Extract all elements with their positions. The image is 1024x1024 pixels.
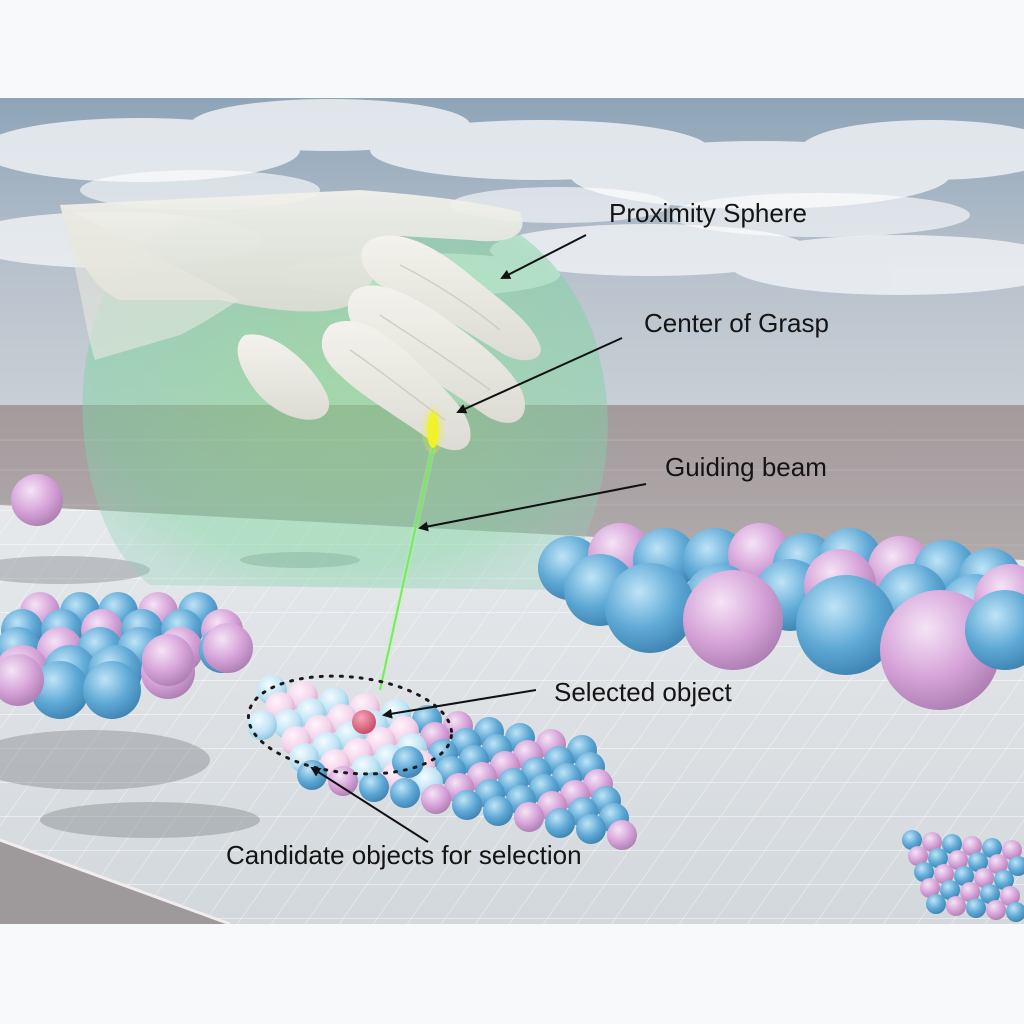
sphere-object bbox=[988, 854, 1008, 874]
vr-scene-figure bbox=[0, 98, 1024, 924]
left-ball-cluster bbox=[0, 592, 253, 719]
sphere-object bbox=[421, 784, 451, 814]
sphere-object bbox=[683, 570, 783, 670]
sphere-object bbox=[576, 814, 606, 844]
sphere-object bbox=[1008, 856, 1024, 876]
sphere-object bbox=[920, 878, 940, 898]
sphere-object bbox=[986, 900, 1006, 920]
sphere-object bbox=[605, 563, 695, 653]
candidate-ball-cluster bbox=[247, 675, 637, 850]
sphere-object bbox=[940, 880, 960, 900]
sphere-object bbox=[1006, 902, 1024, 922]
selected-sphere-object bbox=[352, 710, 376, 734]
sphere-object bbox=[607, 820, 637, 850]
sphere-object bbox=[946, 896, 966, 916]
sphere-object bbox=[483, 796, 513, 826]
sphere-object bbox=[968, 852, 988, 872]
sphere-object bbox=[1002, 840, 1022, 860]
sphere-object bbox=[83, 661, 141, 719]
sphere-object bbox=[902, 830, 922, 850]
sphere-object bbox=[948, 850, 968, 870]
selected-object-label: Selected object bbox=[554, 677, 732, 707]
sphere-object bbox=[359, 772, 389, 802]
sphere-object bbox=[980, 884, 1000, 904]
sphere-object bbox=[392, 746, 424, 778]
sphere-object bbox=[514, 802, 544, 832]
sphere-object bbox=[926, 894, 946, 914]
sphere-object bbox=[328, 766, 358, 796]
sphere-object bbox=[203, 623, 253, 673]
sphere-object bbox=[31, 661, 89, 719]
sphere-object bbox=[982, 838, 1002, 858]
sphere-object bbox=[297, 760, 327, 790]
sphere-object bbox=[994, 870, 1014, 890]
sphere-object bbox=[452, 790, 482, 820]
sphere-object bbox=[954, 866, 974, 886]
sphere-object bbox=[966, 898, 986, 918]
sphere-object bbox=[942, 834, 962, 854]
sphere-object bbox=[974, 868, 994, 888]
sphere-object bbox=[914, 862, 934, 882]
sphere-object bbox=[142, 634, 194, 686]
sphere-object bbox=[0, 654, 44, 706]
sphere-object bbox=[928, 848, 948, 868]
center-of-grasp-label: Center of Grasp bbox=[644, 308, 829, 338]
sphere-object bbox=[1000, 886, 1020, 906]
sphere-object bbox=[545, 808, 575, 838]
sphere-object bbox=[965, 590, 1024, 670]
proximity-sphere-label: Proximity Sphere bbox=[609, 198, 807, 228]
sphere-object bbox=[390, 778, 420, 808]
scene-render bbox=[0, 98, 1024, 924]
sphere-object bbox=[962, 836, 982, 856]
sphere-object bbox=[934, 864, 954, 884]
right-ball-cluster bbox=[538, 523, 1024, 710]
grasp-center-marker bbox=[427, 412, 439, 448]
sphere-object bbox=[960, 882, 980, 902]
guiding-beam-label: Guiding beam bbox=[665, 452, 827, 482]
corner-ball-cluster bbox=[902, 830, 1024, 922]
sphere-object bbox=[796, 575, 896, 675]
sphere-object bbox=[908, 846, 928, 866]
candidate-objects-label: Candidate objects for selection bbox=[226, 840, 582, 870]
sphere-object bbox=[922, 832, 942, 852]
